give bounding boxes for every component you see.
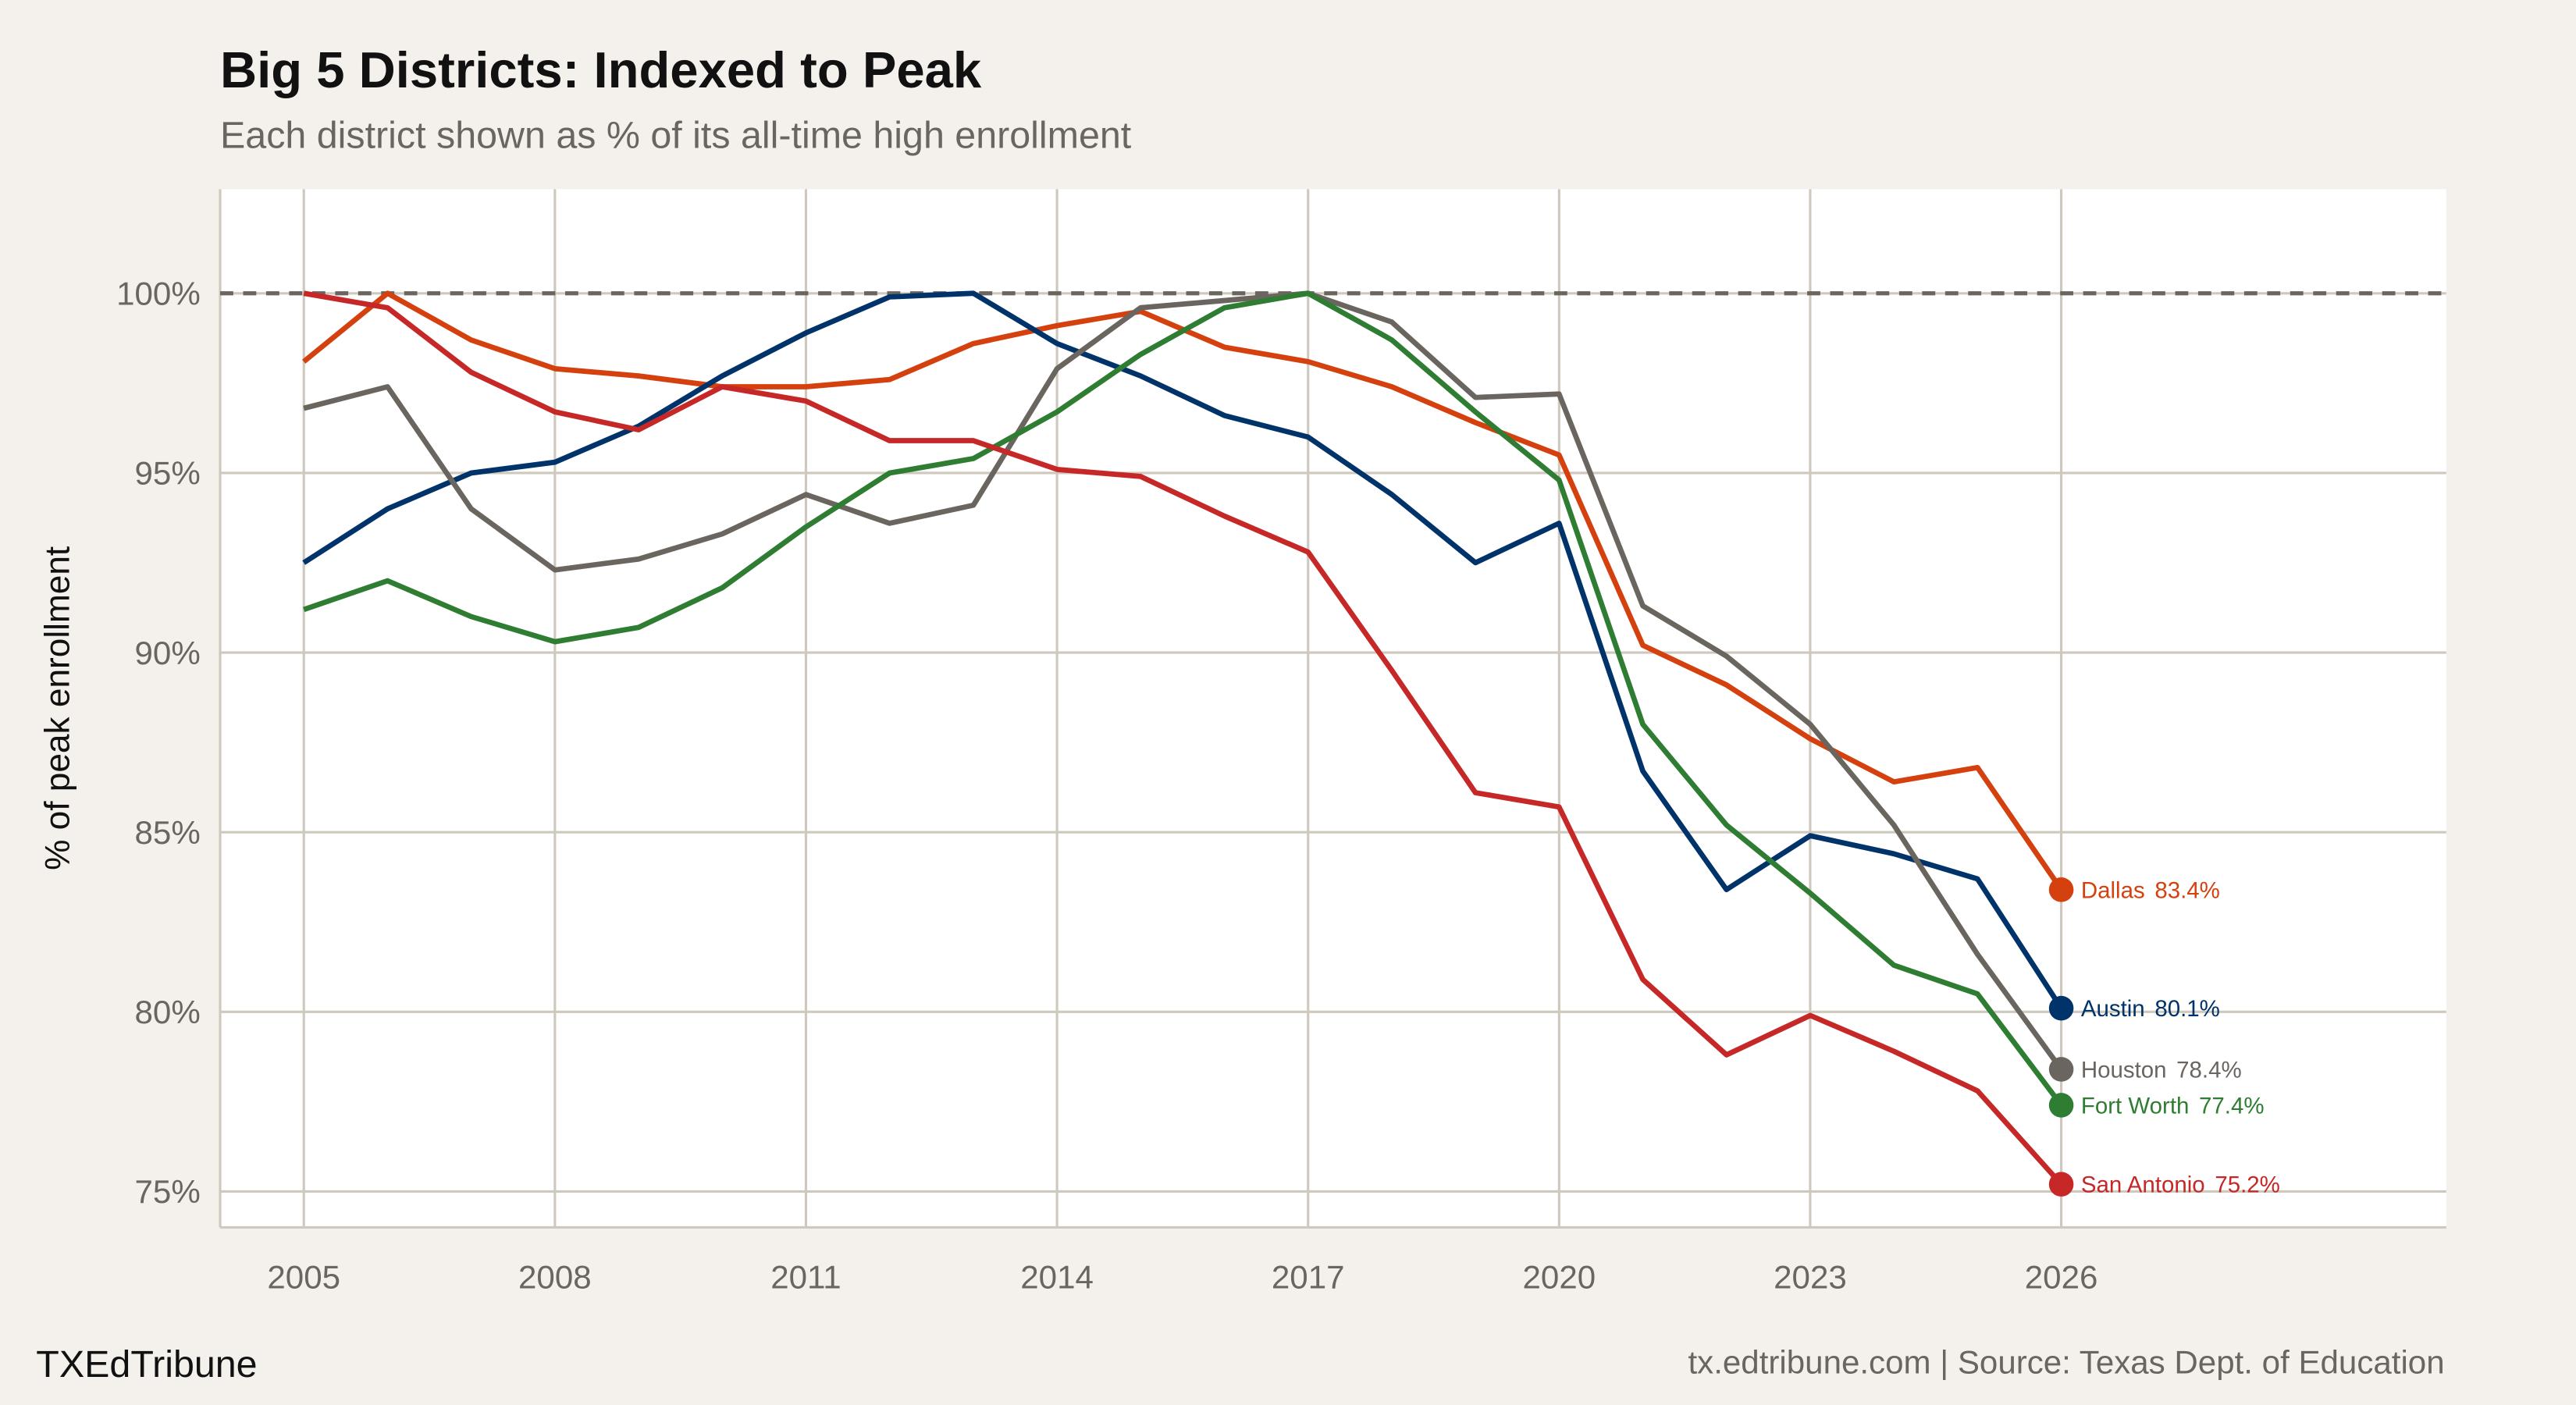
source-credit: tx.edtribune.com | Source: Texas Dept. o…: [1688, 1344, 2444, 1381]
x-tick-label: 2020: [1523, 1258, 1596, 1295]
end-point-marker-san-antonio: [2048, 1172, 2074, 1197]
x-tick-label: 2008: [518, 1258, 592, 1295]
end-point-marker-houston: [2048, 1057, 2074, 1082]
series-san-antonio: San Antonio 75.2%: [303, 290, 2280, 1198]
series-value-label-fort-worth: 77.4%: [2199, 1093, 2265, 1119]
end-point-marker-austin: [2048, 995, 2074, 1021]
series-group: Dallas 83.4%Austin 80.1%Houston 78.4%Fort W…: [302, 290, 2280, 1198]
series-austin: Austin 80.1%: [302, 290, 2220, 1022]
end-point-marker-fort-worth: [2048, 1093, 2074, 1118]
y-axis-label: % of peak enrollment: [38, 546, 76, 870]
chart-subtitle: Each district shown as % of its all-time…: [220, 115, 1132, 157]
x-tick-label: 2023: [1774, 1258, 1847, 1295]
plot-area: [220, 189, 2446, 1228]
series-line-houston: [303, 290, 2064, 1071]
brand-logo-text: TXEdTribune: [36, 1343, 257, 1385]
x-tick-label: 2011: [770, 1258, 841, 1295]
x-tick-label: 2014: [1020, 1258, 1094, 1295]
series-name-label-houston: Houston: [2081, 1057, 2167, 1083]
chart-title: Big 5 Districts: Indexed to Peak: [220, 41, 982, 98]
series-value-label-san-antonio: 75.2%: [2215, 1172, 2280, 1198]
series-line-austin: [302, 290, 2064, 1010]
y-axis-ticks: 75% 80% 85% 90% 95% 100%: [116, 276, 201, 1211]
x-tick-label: 2005: [267, 1258, 340, 1295]
y-tick-label: 75%: [135, 1173, 201, 1210]
y-tick-label: 95%: [135, 455, 201, 492]
series-value-label-houston: 78.4%: [2176, 1057, 2242, 1083]
end-point-marker-dallas: [2048, 877, 2074, 902]
series-value-label-dallas: 83.4%: [2154, 877, 2220, 903]
series-value-label-austin: 80.1%: [2154, 996, 2220, 1022]
series-name-label-san-antonio: San Antonio: [2081, 1172, 2205, 1198]
x-axis-ticks: 2005 2008 2011 2014 2017 2020 2023 2026: [267, 1258, 2097, 1295]
series-name-label-dallas: Dallas: [2081, 877, 2145, 903]
series-fort-worth: Fort Worth 77.4%: [303, 290, 2265, 1119]
y-tick-label: 80%: [135, 994, 201, 1030]
series-name-label-austin: Austin: [2081, 996, 2145, 1022]
x-tick-label: 2017: [1272, 1258, 1345, 1295]
y-tick-label: 90%: [135, 635, 201, 671]
series-houston: Houston 78.4%: [303, 290, 2242, 1083]
series-name-label-fort-worth: Fort Worth: [2081, 1093, 2190, 1119]
series-line-san-antonio: [303, 290, 2064, 1186]
x-tick-label: 2026: [2025, 1258, 2098, 1295]
series-line-fort-worth: [303, 290, 2064, 1107]
y-tick-label: 85%: [135, 814, 201, 851]
y-tick-label: 100%: [116, 276, 201, 312]
